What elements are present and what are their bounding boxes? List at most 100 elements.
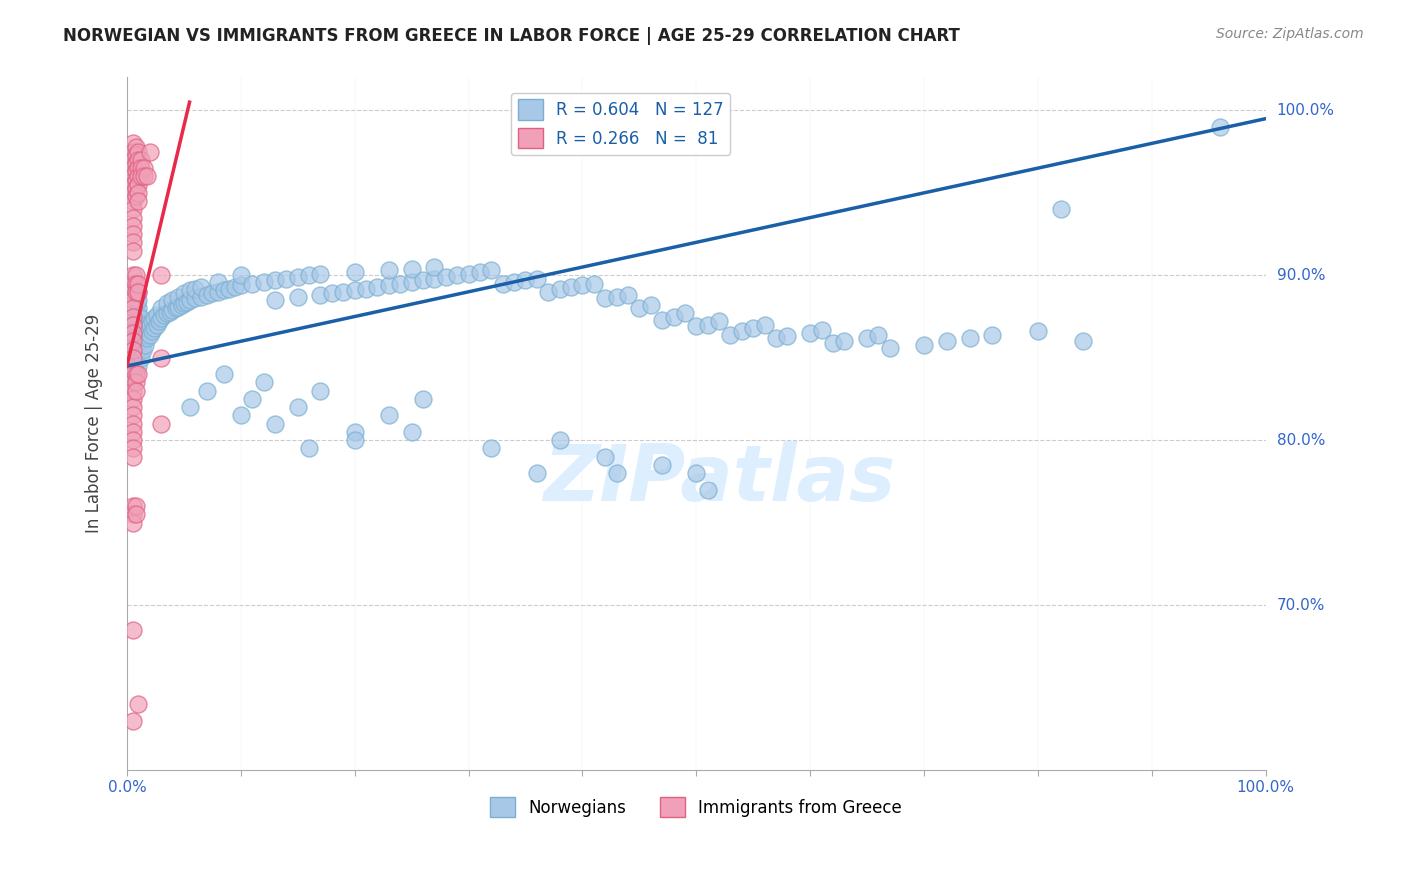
Point — [868, 327, 890, 342]
Point — [343, 265, 366, 279]
Point — [121, 434, 143, 448]
Point — [156, 306, 179, 320]
Point — [276, 271, 298, 285]
Point — [173, 296, 195, 310]
Point — [127, 186, 149, 200]
Point — [548, 434, 571, 448]
Point — [129, 331, 152, 345]
Point — [121, 409, 143, 423]
Point — [127, 310, 149, 324]
Point — [229, 278, 252, 293]
Point — [479, 263, 502, 277]
Point — [121, 145, 143, 159]
Point — [1073, 334, 1095, 349]
Point — [912, 337, 935, 351]
Point — [121, 343, 143, 357]
Point — [423, 271, 446, 285]
Legend: Norwegians, Immigrants from Greece: Norwegians, Immigrants from Greece — [484, 790, 908, 824]
Point — [1209, 120, 1232, 134]
Point — [127, 346, 149, 360]
Point — [593, 292, 616, 306]
Point — [121, 136, 143, 151]
Point — [224, 280, 246, 294]
Point — [156, 296, 179, 310]
Point — [159, 304, 181, 318]
Point — [121, 293, 143, 307]
Point — [121, 376, 143, 390]
Point — [423, 260, 446, 274]
Point — [127, 285, 149, 299]
Point — [121, 186, 143, 200]
Point — [799, 326, 821, 340]
Point — [776, 329, 799, 343]
Point — [127, 318, 149, 332]
Point — [125, 285, 148, 299]
Point — [141, 314, 163, 328]
Point — [121, 425, 143, 439]
Point — [981, 327, 1004, 342]
Point — [287, 290, 309, 304]
Point — [571, 278, 593, 293]
Point — [132, 161, 155, 175]
Point — [179, 283, 201, 297]
Point — [121, 285, 143, 299]
Point — [134, 318, 156, 332]
Point — [240, 277, 263, 291]
Point — [127, 301, 149, 316]
Point — [201, 286, 224, 301]
Point — [378, 409, 401, 423]
Point — [121, 442, 143, 456]
Point — [229, 268, 252, 283]
Point — [121, 417, 143, 431]
Point — [190, 290, 212, 304]
Point — [298, 442, 321, 456]
Point — [127, 153, 149, 167]
Point — [132, 169, 155, 184]
Point — [121, 277, 143, 291]
Point — [218, 281, 240, 295]
Point — [378, 278, 401, 293]
Point — [129, 153, 152, 167]
Point — [707, 314, 730, 328]
Text: Source: ZipAtlas.com: Source: ZipAtlas.com — [1216, 27, 1364, 41]
Point — [134, 337, 156, 351]
Point — [125, 139, 148, 153]
Point — [125, 313, 148, 327]
Point — [125, 499, 148, 513]
Point — [127, 304, 149, 318]
Point — [662, 310, 685, 324]
Point — [240, 392, 263, 406]
Point — [537, 285, 560, 299]
Point — [127, 277, 149, 291]
Point — [765, 331, 787, 345]
Point — [287, 401, 309, 415]
Point — [125, 156, 148, 170]
Point — [264, 273, 287, 287]
Point — [121, 310, 143, 324]
Point — [121, 194, 143, 208]
Point — [121, 392, 143, 406]
Point — [162, 302, 184, 317]
Point — [184, 292, 207, 306]
Point — [503, 275, 526, 289]
Point — [401, 261, 423, 276]
Point — [651, 458, 673, 472]
Point — [127, 293, 149, 307]
Point — [309, 288, 332, 302]
Point — [125, 172, 148, 186]
Point — [121, 318, 143, 332]
Point — [127, 145, 149, 159]
Point — [162, 293, 184, 307]
Point — [434, 269, 457, 284]
Point — [165, 301, 187, 316]
Point — [143, 321, 166, 335]
Point — [176, 294, 198, 309]
Point — [287, 269, 309, 284]
Point — [212, 283, 235, 297]
Point — [129, 161, 152, 175]
Point — [264, 417, 287, 431]
Point — [121, 244, 143, 258]
Point — [207, 285, 229, 299]
Point — [366, 280, 388, 294]
Point — [143, 311, 166, 326]
